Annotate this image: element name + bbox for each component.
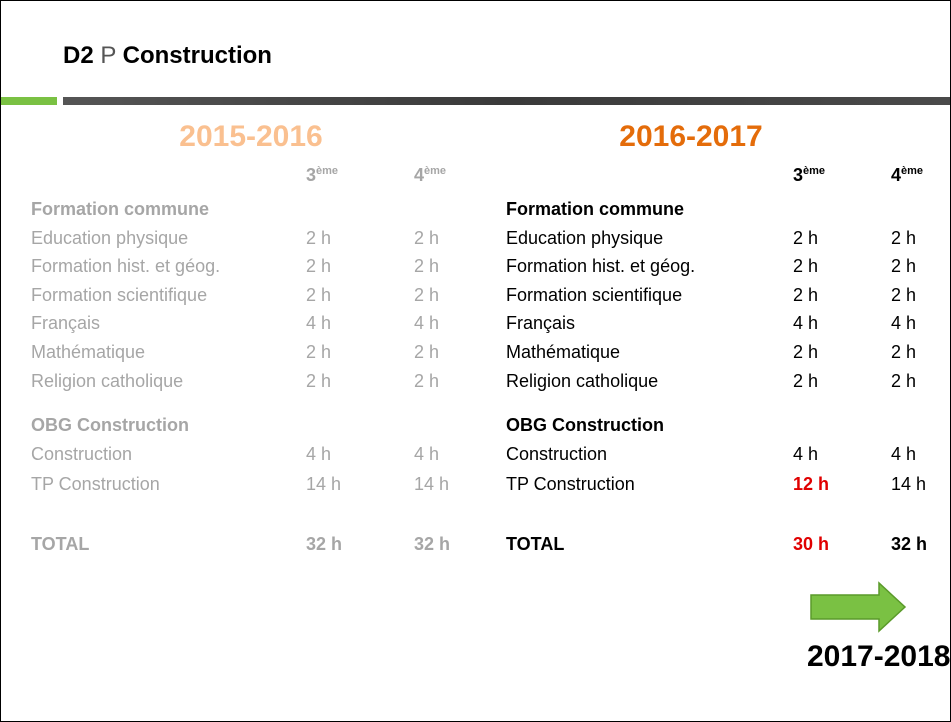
hours-cell: 4 h: [793, 444, 819, 464]
column-header: 3ème: [306, 160, 338, 186]
subject-cell: Français: [506, 313, 576, 333]
hours-cell: 14 h: [414, 474, 450, 494]
hours-cell: 2 h: [793, 342, 819, 362]
total-label: TOTAL: [506, 534, 565, 554]
column-header: 4ème: [414, 160, 446, 186]
title-name: Construction: [122, 42, 272, 69]
column-header: 3ème: [793, 160, 825, 186]
column-number: 4: [414, 165, 425, 185]
column-suffix: ème: [424, 165, 447, 177]
subject-cell: Construction: [31, 444, 133, 464]
subject-cell: Français: [31, 313, 101, 333]
hours-cell: 4 h: [891, 313, 917, 333]
accent-bar: [1, 97, 57, 105]
hours-cell: 2 h: [306, 342, 332, 362]
subject-cell: Formation scientifique: [506, 285, 683, 305]
total-hours: 32 h: [414, 534, 451, 554]
subject-cell: Formation hist. et géog.: [506, 256, 696, 276]
column-number: 3: [306, 165, 317, 185]
hours-cell: 2 h: [414, 256, 440, 276]
hours-cell: 2 h: [414, 228, 440, 248]
hours-cell: 14 h: [306, 474, 342, 494]
subject-cell: TP Construction: [31, 474, 160, 494]
subject-cell: Formation hist. et géog.: [31, 256, 221, 276]
title-letter: P: [100, 42, 116, 69]
hours-cell: 2 h: [891, 228, 917, 248]
hours-cell: 2 h: [414, 371, 440, 391]
total-hours: 32 h: [306, 534, 343, 554]
hours-cell: 4 h: [891, 444, 917, 464]
hours-cell: 2 h: [891, 256, 917, 276]
subject-cell: TP Construction: [506, 474, 635, 494]
column-suffix: ème: [803, 165, 826, 177]
column-suffix: ème: [316, 165, 339, 177]
section-heading: Formation commune: [506, 199, 685, 219]
year-heading: 2015-2016: [179, 120, 323, 153]
hours-cell: 4 h: [414, 313, 440, 333]
hours-cell: 2 h: [793, 371, 819, 391]
arrow: [810, 581, 907, 633]
hours-cell: 4 h: [306, 444, 332, 464]
hours-cell: 2 h: [306, 371, 332, 391]
hours-cell: 4 h: [414, 444, 440, 464]
total-hours: 32 h: [891, 534, 928, 554]
column-suffix: ème: [901, 165, 924, 177]
section-heading: Formation commune: [31, 199, 210, 219]
subject-cell: Mathématique: [31, 342, 146, 362]
hours-cell: 4 h: [793, 313, 819, 333]
total-label: TOTAL: [31, 534, 90, 554]
hours-cell: 12 h: [793, 474, 830, 494]
hours-cell: 14 h: [891, 474, 927, 494]
subject-cell: Religion catholique: [31, 371, 184, 391]
subject-cell: Mathématique: [506, 342, 621, 362]
year-heading: 2016-2017: [619, 120, 763, 153]
column-number: 4: [891, 165, 902, 185]
section-heading: OBG Construction: [31, 415, 189, 435]
subject-cell: Construction: [506, 444, 608, 464]
hours-cell: 2 h: [793, 228, 819, 248]
subject-cell: Education physique: [31, 228, 189, 248]
hours-cell: 2 h: [414, 342, 440, 362]
hours-cell: 4 h: [306, 313, 332, 333]
subject-cell: Education physique: [506, 228, 664, 248]
subject-cell: Formation scientifique: [31, 285, 208, 305]
hours-cell: 2 h: [306, 285, 332, 305]
column-number: 3: [793, 165, 804, 185]
hours-cell: 2 h: [891, 371, 917, 391]
slide-title: D2 P Construction: [63, 42, 272, 69]
title-code: D2: [63, 42, 94, 69]
section-heading: OBG Construction: [506, 415, 664, 435]
hours-cell: 2 h: [891, 342, 917, 362]
hours-cell: 2 h: [414, 285, 440, 305]
subject-cell: Religion catholique: [506, 371, 659, 391]
hours-cell: 2 h: [306, 256, 332, 276]
hours-cell: 2 h: [306, 228, 332, 248]
column-header: 4ème: [891, 160, 923, 186]
hours-cell: 2 h: [793, 285, 819, 305]
total-hours: 30 h: [793, 534, 830, 554]
hours-cell: 2 h: [793, 256, 819, 276]
next-year: 2017-2018: [807, 640, 951, 673]
hours-cell: 2 h: [891, 285, 917, 305]
header-bar: [63, 97, 950, 105]
